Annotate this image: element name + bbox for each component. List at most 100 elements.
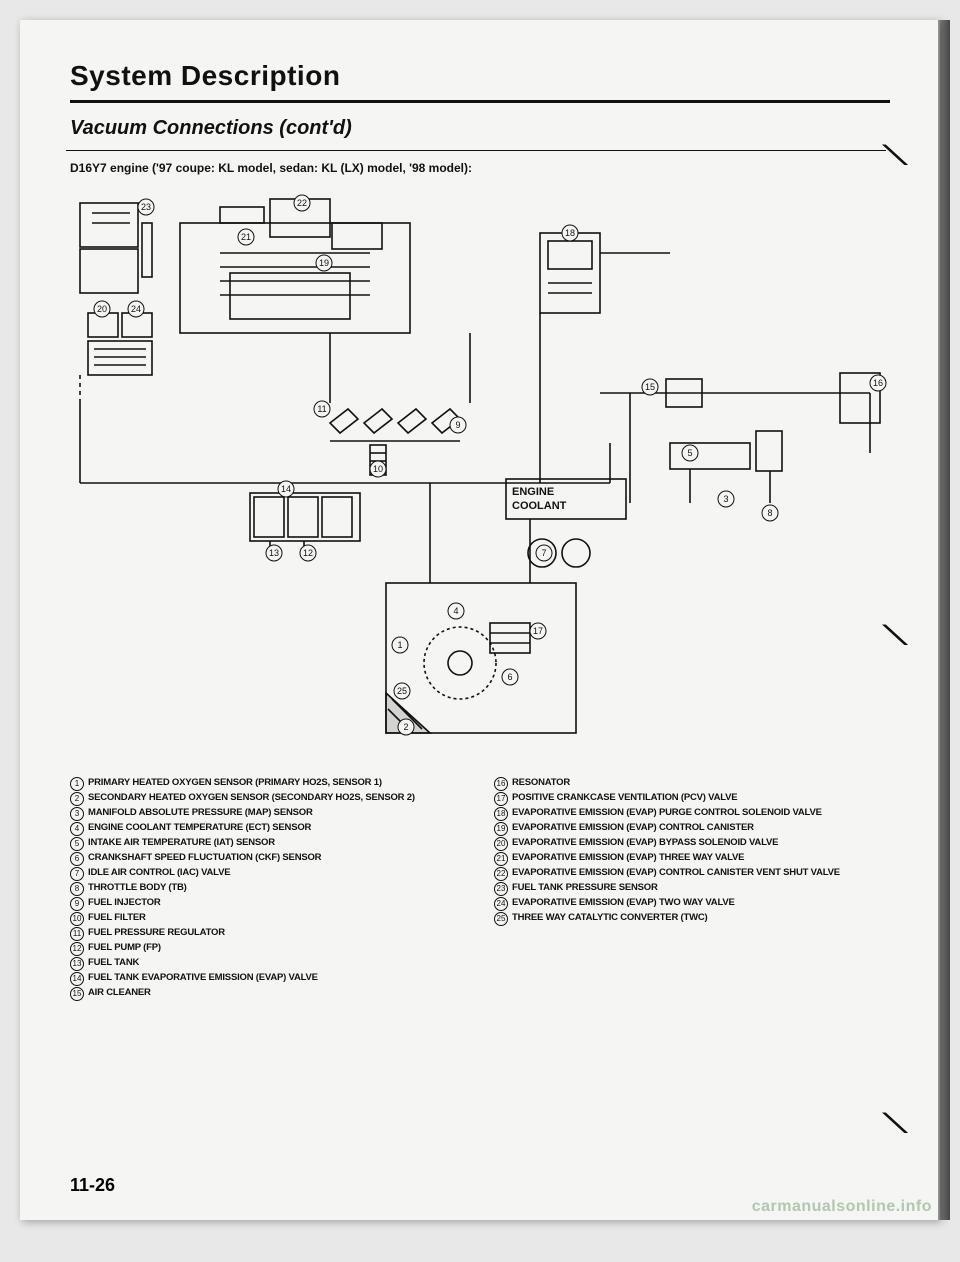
legend-number: 17 [494,792,508,806]
legend-text: SECONDARY HEATED OXYGEN SENSOR (SECONDAR… [88,792,415,806]
legend-number: 10 [70,912,84,926]
legend-text: FUEL TANK PRESSURE SENSOR [512,882,658,896]
engine-spec-line: D16Y7 engine ('97 coupe: KL model, sedan… [70,161,890,175]
callout-19: 19 [316,255,332,271]
label-engine: ENGINE [512,486,554,498]
svg-text:16: 16 [873,378,883,388]
page-curl-mark: ⟍ [883,620,907,652]
callout-15: 15 [642,379,658,395]
legend-text: EVAPORATIVE EMISSION (EVAP) THREE WAY VA… [512,852,744,866]
callout-12: 12 [300,545,316,561]
callout-2: 2 [398,719,414,735]
svg-text:12: 12 [303,548,313,558]
svg-text:18: 18 [565,228,575,238]
legend-number: 13 [70,957,84,971]
legend: 1 PRIMARY HEATED OXYGEN SENSOR (PRIMARY H… [70,777,890,1002]
callout-14: 14 [278,481,294,497]
legend-number: 19 [494,822,508,836]
svg-text:14: 14 [281,484,291,494]
callout-20: 20 [94,301,110,317]
legend-number: 2 [70,792,84,806]
svg-text:25: 25 [397,686,407,696]
legend-item: 8THROTTLE BODY (TB) [70,882,466,896]
legend-left-col: 1 PRIMARY HEATED OXYGEN SENSOR (PRIMARY H… [70,777,466,1002]
svg-text:13: 13 [269,548,279,558]
callout-17: 17 [530,623,546,639]
callout-16: 16 [870,375,886,391]
legend-item: 15AIR CLEANER [70,987,466,1001]
svg-text:22: 22 [297,198,307,208]
legend-number: 18 [494,807,508,821]
label-coolant: COOLANT [512,500,567,512]
legend-item: 2 SECONDARY HEATED OXYGEN SENSOR (SECONDA… [70,792,466,806]
legend-item: 12FUEL PUMP (FP) [70,942,466,956]
legend-text: FUEL PRESSURE REGULATOR [88,927,225,941]
svg-text:21: 21 [241,232,251,242]
legend-text: AIR CLEANER [88,987,151,1001]
callout-9: 9 [450,417,466,433]
legend-number: 21 [494,852,508,866]
legend-number: 7 [70,867,84,881]
legend-number: 9 [70,897,84,911]
legend-item: 21 EVAPORATIVE EMISSION (EVAP) THREE WAY … [494,852,890,866]
legend-text: EVAPORATIVE EMISSION (EVAP) BYPASS SOLEN… [512,837,778,851]
legend-item: 18 EVAPORATIVE EMISSION (EVAP) PURGE CONT… [494,807,890,821]
legend-text: FUEL TANK [88,957,139,971]
svg-text:15: 15 [645,382,655,392]
legend-item: 9 FUEL INJECTOR [70,897,466,911]
callout-25: 25 [394,683,410,699]
legend-text: EVAPORATIVE EMISSION (EVAP) TWO WAY VALV… [512,897,735,911]
legend-number: 24 [494,897,508,911]
svg-text:5: 5 [687,448,692,458]
legend-item: 4 ENGINE COOLANT TEMPERATURE (ECT) SENSOR [70,822,466,836]
callout-1: 1 [392,637,408,653]
callout-8: 8 [762,505,778,521]
legend-item: 14FUEL TANK EVAPORATIVE EMISSION (EVAP) … [70,972,466,986]
callout-7: 7 [536,545,552,561]
svg-text:24: 24 [131,304,141,314]
page-number: 11-26 [70,1175,115,1196]
svg-text:11: 11 [317,404,326,414]
legend-item: 19EVAPORATIVE EMISSION (EVAP) CONTROL CA… [494,822,890,836]
legend-text: ENGINE COOLANT TEMPERATURE (ECT) SENSOR [88,822,311,836]
callout-4: 4 [448,603,464,619]
legend-text: FUEL FILTER [88,912,146,926]
legend-text: PRIMARY HEATED OXYGEN SENSOR (PRIMARY HO… [88,777,382,791]
legend-item: 24 EVAPORATIVE EMISSION (EVAP) TWO WAY VA… [494,897,890,911]
legend-number: 11 [70,927,84,941]
page-curl-mark: ⟍ [883,1108,907,1140]
legend-text: FUEL INJECTOR [88,897,161,911]
legend-item: 16RESONATOR [494,777,890,791]
callout-22: 22 [294,195,310,211]
svg-text:9: 9 [455,420,460,430]
legend-text: EVAPORATIVE EMISSION (EVAP) PURGE CONTRO… [512,807,822,821]
svg-text:10: 10 [373,464,383,474]
callout-3: 3 [718,491,734,507]
legend-text: CRANKSHAFT SPEED FLUCTUATION (CKF) SENSO… [88,852,321,866]
svg-text:6: 6 [507,672,512,682]
svg-text:1: 1 [397,640,402,650]
rule-thick [70,100,890,103]
watermark: carmanualsonline.info [744,1194,940,1220]
callout-18: 18 [562,225,578,241]
legend-text: FUEL TANK EVAPORATIVE EMISSION (EVAP) VA… [88,972,318,986]
legend-text: POSITIVE CRANKCASE VENTILATION (PCV) VAL… [512,792,737,806]
svg-text:17: 17 [533,626,543,636]
svg-text:2: 2 [403,722,408,732]
legend-number: 20 [494,837,508,851]
legend-number: 6 [70,852,84,866]
svg-text:8: 8 [767,508,772,518]
legend-item: 17 POSITIVE CRANKCASE VENTILATION (PCV) V… [494,792,890,806]
legend-number: 5 [70,837,84,851]
legend-number: 1 [70,777,84,791]
svg-text:4: 4 [453,606,458,616]
vacuum-diagram: ENGINE COOLANT 23 22 21 19 20 24 18 11 9… [70,193,890,753]
legend-number: 4 [70,822,84,836]
legend-item: 3MANIFOLD ABSOLUTE PRESSURE (MAP) SENSOR [70,807,466,821]
legend-number: 8 [70,882,84,896]
section-subtitle: Vacuum Connections (cont'd) [70,117,890,140]
legend-number: 22 [494,867,508,881]
legend-item: 25THREE WAY CATALYTIC CONVERTER (TWC) [494,912,890,926]
svg-text:20: 20 [97,304,107,314]
legend-item: 6 CRANKSHAFT SPEED FLUCTUATION (CKF) SENS… [70,852,466,866]
